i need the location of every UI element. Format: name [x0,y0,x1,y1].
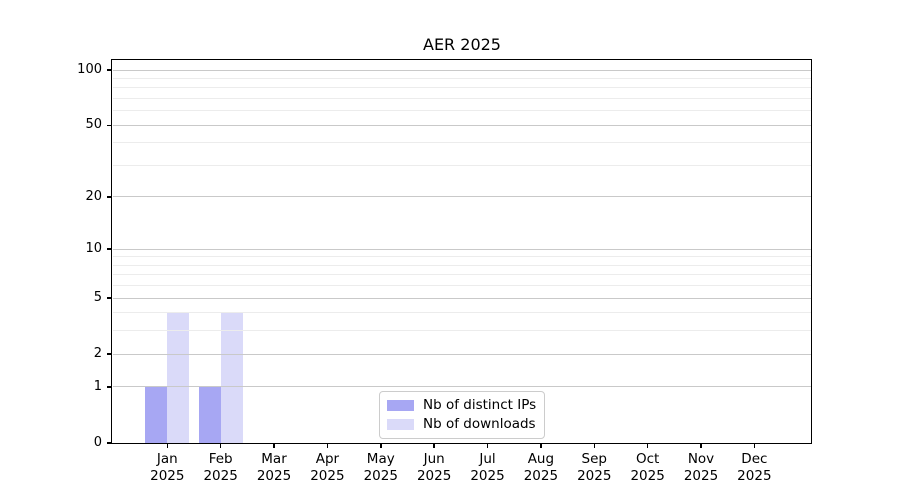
x-tick-mark [646,443,649,448]
minor-gridline [113,330,811,332]
x-tick-label: Aug 2025 [523,451,559,484]
bar-distinct-ips [145,386,168,443]
x-tick-label: Jun 2025 [416,451,452,484]
bar-downloads [167,312,190,443]
y-tick-mark [107,69,112,71]
major-gridline [113,69,811,71]
x-tick-mark [219,443,222,448]
y-tick-label: 50 [85,117,102,133]
y-tick-mark [107,248,112,250]
bar-distinct-ips [198,386,221,443]
x-tick-mark [540,443,542,448]
major-gridline [113,386,811,388]
major-gridline [113,248,811,250]
x-tick-label: Nov 2025 [683,451,719,484]
y-tick-label: 0 [93,435,102,450]
y-tick-mark [107,196,112,198]
y-tick-label: 100 [77,62,102,78]
minor-gridline [113,98,811,100]
x-tick-label: Oct 2025 [630,451,665,484]
x-tick-mark [273,443,275,448]
y-tick-label: 20 [85,188,102,204]
minor-gridline [113,285,811,287]
legend: Nb of distinct IPs Nb of downloads [379,391,545,439]
legend-swatch-distinct-ips [387,399,414,411]
y-tick-label: 5 [93,290,102,306]
x-tick-mark [593,443,595,448]
x-tick-mark [700,443,702,448]
x-tick-mark [166,443,169,448]
x-tick-mark [380,443,382,448]
x-tick-mark [326,443,329,448]
y-tick-mark [107,124,112,127]
minor-gridline [113,312,811,314]
legend-item-distinct-ips: Nb of distinct IPs [387,397,537,413]
y-tick-mark [107,386,112,388]
minor-gridline [113,142,811,144]
x-tick-label: Jul 2025 [470,451,505,484]
legend-item-downloads: Nb of downloads [387,416,536,432]
minor-gridline [113,77,811,79]
minor-gridline [113,165,811,166]
x-tick-label: Feb 2025 [203,451,238,484]
x-tick-label: Jan 2025 [150,451,185,484]
y-tick-label: 1 [93,378,102,394]
y-tick-label: 2 [93,346,102,362]
y-tick-label: 10 [85,241,102,257]
bar-downloads [220,312,243,443]
minor-gridline [113,87,811,89]
x-tick-mark [753,443,756,448]
y-tick-mark [107,297,112,299]
legend-swatch-downloads [387,418,414,430]
major-gridline [113,297,811,299]
major-gridline [113,353,811,355]
minor-gridline [113,110,811,112]
chart-title: AER 2025 [423,35,501,54]
x-tick-label: Dec 2025 [737,451,772,484]
major-gridline [113,124,811,126]
minor-gridline [113,264,811,266]
y-tick-mark [107,442,112,444]
x-tick-label: Apr 2025 [310,451,345,484]
y-tick-mark [107,353,112,355]
x-tick-label: Mar 2025 [256,451,292,484]
legend-label-distinct-ips: Nb of distinct IPs [423,397,537,413]
minor-gridline [113,256,811,258]
x-tick-label: Sep 2025 [577,451,612,484]
x-tick-mark [486,443,489,448]
minor-gridline [113,274,811,276]
x-tick-label: May 2025 [363,451,398,484]
legend-label-downloads: Nb of downloads [423,416,536,432]
major-gridline [113,196,811,198]
x-tick-mark [433,443,435,448]
